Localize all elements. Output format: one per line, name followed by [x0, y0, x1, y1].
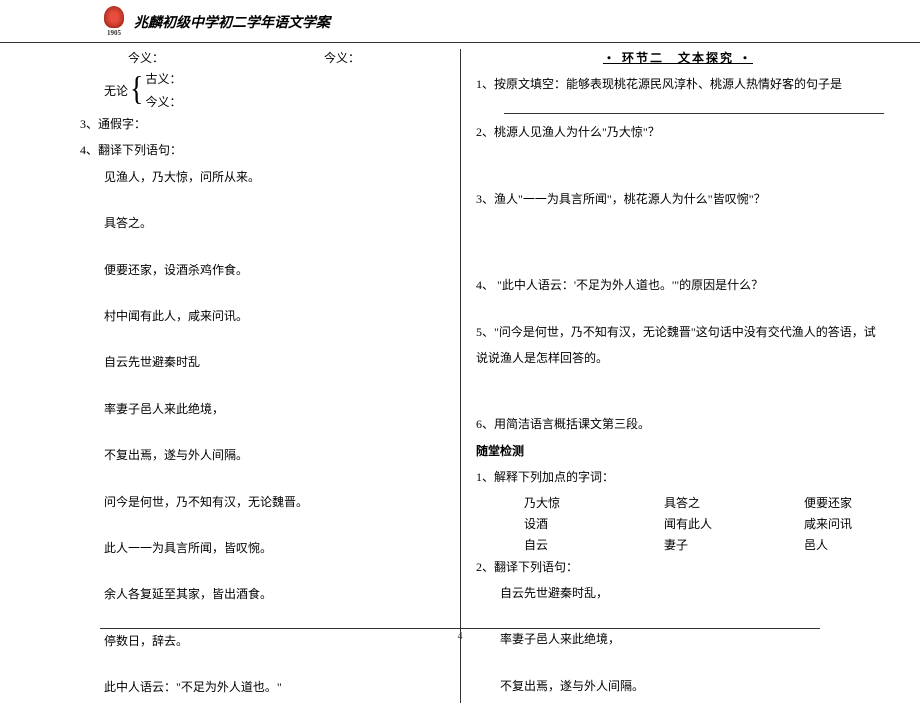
flame-icon [104, 6, 124, 28]
meaning-a: 今义： [128, 49, 164, 66]
item-4: 4、翻译下列语句： [80, 140, 445, 160]
test-1: 1、解释下列加点的字词： [476, 467, 880, 487]
brace-gu: 古义： [145, 70, 181, 87]
sentence: 自云先世避秦时乱 [80, 352, 445, 372]
trans-sentence: 不复出焉，遂与外人间隔。 [476, 676, 880, 696]
question-3: 3、渔人"一一为具言所闻"，桃花源人为什么"皆叹惋"？ [476, 189, 880, 209]
page-number: 4 [458, 631, 463, 642]
section2-title: 环节二 文本探究 [476, 49, 880, 66]
sentence: 问今是何世，乃不知有汉，无论魏晋。 [80, 492, 445, 512]
brace-symbol: { [130, 73, 143, 107]
brace-jin: 今义： [145, 93, 181, 110]
content-area: 今义： 今义： 无论 { 古义： 今义： 3、通假字： 4、翻译下列语句： 见渔… [0, 49, 920, 703]
sentence: 此人一一为具言所闻，皆叹惋。 [80, 538, 445, 558]
terms-row: 乃大惊 具答之 便要还家 [476, 494, 880, 511]
fill-blank [504, 100, 884, 114]
trans-sentence: 自云先世避秦时乱， [476, 583, 880, 603]
item-3: 3、通假字： [80, 114, 445, 134]
logo-year: 1905 [100, 29, 128, 37]
term: 具答之 [664, 494, 744, 511]
term: 咸来问讯 [804, 515, 884, 532]
sentence: 具答之。 [80, 213, 445, 233]
test-title: 随堂检测 [476, 441, 880, 461]
terms-row: 设酒 闻有此人 咸来问讯 [476, 515, 880, 532]
brace-label: 无论 [80, 82, 128, 99]
term: 便要还家 [804, 494, 884, 511]
sentence: 不复出焉，遂与外人间隔。 [80, 445, 445, 465]
page-footer: 4 [100, 628, 820, 642]
left-column: 今义： 今义： 无论 { 古义： 今义： 3、通假字： 4、翻译下列语句： 见渔… [40, 49, 460, 703]
terms-row: 自云 妻子 邑人 [476, 536, 880, 553]
right-column: 环节二 文本探究 1、按原文填空：能够表现桃花源民风淳朴、桃源人热情好客的句子是… [460, 49, 880, 703]
top-meanings-row: 今义： 今义： [80, 49, 445, 66]
term: 闻有此人 [664, 515, 744, 532]
sentence: 率妻子邑人来此绝境， [80, 399, 445, 419]
sentence: 见渔人，乃大惊，问所从来。 [80, 167, 445, 187]
term: 妻子 [664, 536, 744, 553]
sentence: 便要还家，设酒杀鸡作食。 [80, 260, 445, 280]
term: 邑人 [804, 536, 884, 553]
term: 乃大惊 [524, 494, 604, 511]
question-5b: 说说渔人是怎样回答的。 [476, 348, 880, 368]
page-header: 1905 兆麟初级中学初二学年语文学案 [0, 0, 920, 43]
school-logo: 1905 [100, 6, 128, 38]
brace-block: 无论 { 古义： 今义： [80, 70, 445, 110]
question-4: 4、 "此中人语云：'不足为外人道也。'"的原因是什么？ [476, 275, 880, 295]
sentence: 余人各复延至其家，皆出酒食。 [80, 584, 445, 604]
sentence: 村中闻有此人，咸来问讯。 [80, 306, 445, 326]
question-2: 2、桃源人见渔人为什么"乃大惊"？ [476, 122, 880, 142]
term: 自云 [524, 536, 604, 553]
term: 设酒 [524, 515, 604, 532]
test-2: 2、翻译下列语句： [476, 557, 880, 577]
question-1: 1、按原文填空：能够表现桃花源民风淳朴、桃源人热情好客的句子是 [476, 74, 880, 94]
header-title: 兆麟初级中学初二学年语文学案 [134, 12, 330, 32]
sentence: 此中人语云："不足为外人道也。" [80, 677, 445, 697]
question-6: 6、用简洁语言概括课文第三段。 [476, 414, 880, 434]
question-5a: 5、"问今是何世，乃不知有汉，无论魏晋"这句话中没有交代渔人的答语，试 [476, 322, 880, 342]
meaning-b: 今义： [324, 49, 360, 66]
